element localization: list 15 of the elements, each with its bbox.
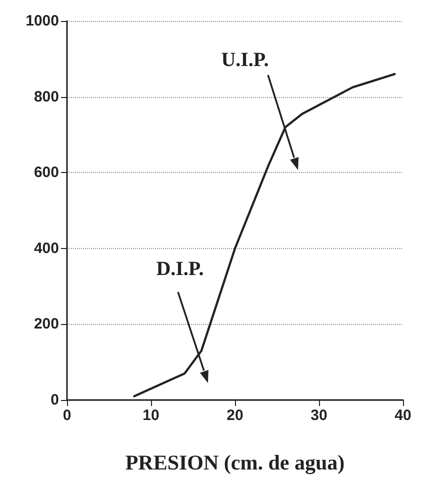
annotation: D.I.P. — [156, 258, 204, 280]
y-tick-label: 200 — [34, 316, 59, 333]
x-tick-label: 30 — [310, 407, 328, 424]
y-tick-label: 600 — [34, 164, 59, 182]
line-series — [133, 72, 396, 398]
x-tick-label: 40 — [394, 407, 412, 424]
x-axis-title: PRESION (cm. de agua) — [125, 450, 345, 474]
x-tick-label: 20 — [226, 407, 244, 424]
y-tick-label: 400 — [34, 240, 59, 257]
y-tick-label: 0 — [50, 392, 59, 408]
annotation: U.I.P. — [221, 49, 269, 71]
y-tick-label: 800 — [34, 88, 59, 106]
x-tick-label: 10 — [142, 407, 160, 424]
y-tick-label: 1000 — [26, 12, 59, 30]
x-tick-label: 0 — [62, 407, 72, 424]
